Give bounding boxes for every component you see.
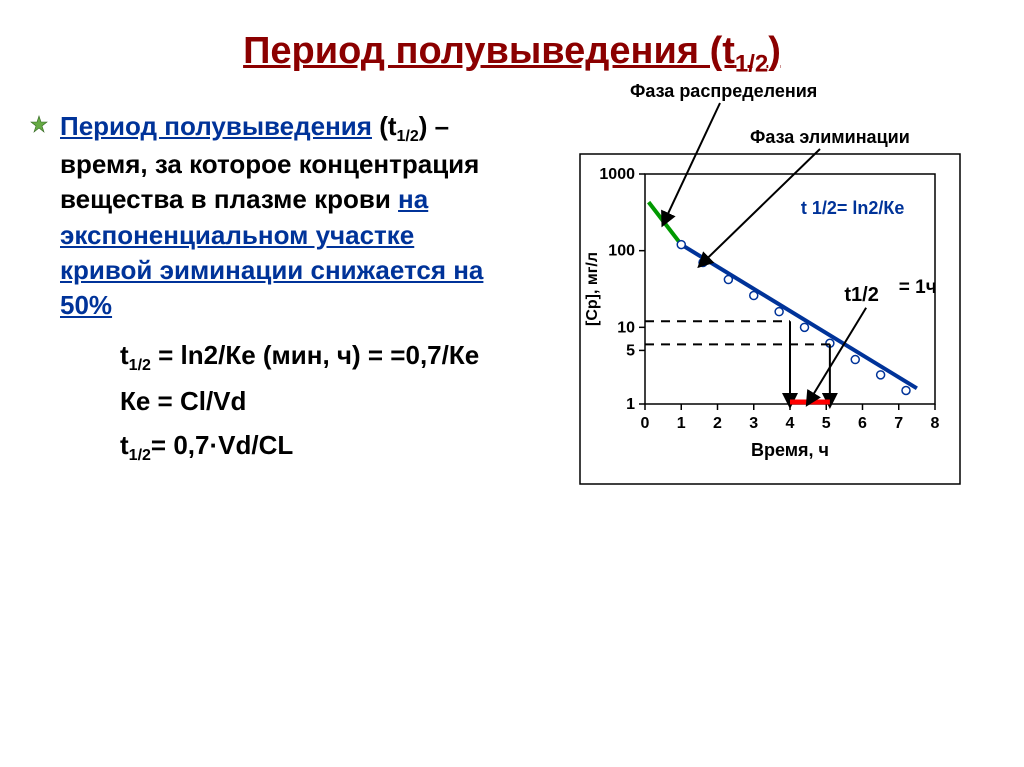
formula-1: t1/2 = ln2/Ке (мин, ч) = =0,7/Ке <box>120 333 510 379</box>
title-main: Период полувыведения (t <box>243 30 735 72</box>
svg-text:[Cp], мг/л: [Cp], мг/л <box>584 252 601 326</box>
svg-text:= 1ч: = 1ч <box>899 277 937 298</box>
title-end: ) <box>768 30 781 72</box>
svg-text:5: 5 <box>626 342 635 359</box>
chart-column: Фаза распределения Фаза элиминации 01234… <box>520 89 990 509</box>
svg-text:1000: 1000 <box>599 166 635 183</box>
page-title: Период полувыведения (t1/2) <box>0 0 1024 89</box>
svg-text:6: 6 <box>858 415 867 432</box>
svg-text:4: 4 <box>786 415 795 432</box>
svg-text:0: 0 <box>641 415 650 432</box>
definition-column: Период полувыведения (t1/2) – время, за … <box>30 89 520 509</box>
svg-text:1: 1 <box>677 415 686 432</box>
svg-text:Время, ч: Время, ч <box>751 440 829 460</box>
def-sub-open: (t <box>379 111 396 141</box>
bullet-icon <box>30 115 48 133</box>
svg-text:10: 10 <box>617 319 635 336</box>
svg-text:100: 100 <box>608 242 635 259</box>
svg-text:t 1/2= ln2/Ке: t 1/2= ln2/Ке <box>801 198 905 218</box>
svg-text:t1/2: t1/2 <box>844 284 878 306</box>
svg-text:5: 5 <box>822 415 831 432</box>
pharmacokinetic-chart: 01234567815101001000Время, ч[Cp], мг/лt … <box>520 89 990 509</box>
annotation-phase-elimination: Фаза элиминации <box>750 127 910 148</box>
svg-text:3: 3 <box>749 415 758 432</box>
definition-text: Период полувыведения (t1/2) – время, за … <box>60 109 510 323</box>
definition-term: Период полувыведения <box>60 111 372 141</box>
annotation-phase-distribution: Фаза распределения <box>630 81 817 102</box>
title-sub: 1/2 <box>735 51 768 78</box>
formula-block: t1/2 = ln2/Ке (мин, ч) = =0,7/Ке Ке = Cl… <box>120 333 510 470</box>
svg-text:1: 1 <box>626 396 635 413</box>
svg-text:2: 2 <box>713 415 722 432</box>
formula-2: Ке = Cl/Vd <box>120 379 510 423</box>
svg-text:7: 7 <box>894 415 903 432</box>
formula-3: t1/2= 0,7·Vd/CL <box>120 423 510 469</box>
def-sub: 1/2 <box>397 128 419 145</box>
svg-text:8: 8 <box>931 415 940 432</box>
